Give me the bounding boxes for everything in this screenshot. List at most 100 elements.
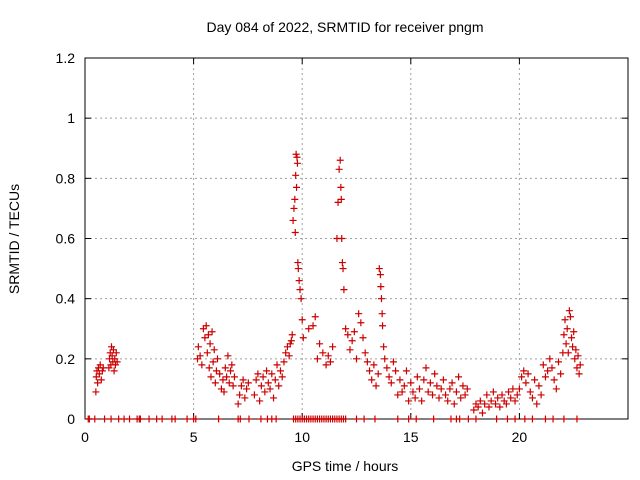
data-point xyxy=(252,376,260,384)
data-point xyxy=(411,394,419,402)
data-point xyxy=(461,391,469,399)
data-point xyxy=(205,364,213,372)
data-point xyxy=(537,391,545,399)
data-point xyxy=(413,373,421,381)
data-point xyxy=(376,271,384,279)
data-point xyxy=(209,358,217,366)
data-point xyxy=(470,406,478,414)
data-point xyxy=(296,286,304,294)
data-point xyxy=(481,400,489,408)
data-point xyxy=(350,328,358,336)
data-point xyxy=(294,259,302,267)
data-point xyxy=(368,376,376,384)
data-point xyxy=(568,334,576,342)
data-point xyxy=(550,376,558,384)
data-point xyxy=(394,391,402,399)
data-point xyxy=(511,415,519,423)
data-point xyxy=(212,367,220,375)
data-point xyxy=(257,415,265,423)
data-point xyxy=(361,349,369,357)
data-point xyxy=(492,400,500,408)
data-point xyxy=(216,370,224,378)
data-point xyxy=(528,415,536,423)
data-point xyxy=(353,355,360,363)
data-point xyxy=(203,349,211,357)
data-point xyxy=(299,334,307,342)
y-tick-label: 0.6 xyxy=(56,231,76,247)
data-point xyxy=(544,367,552,375)
data-point xyxy=(442,391,450,399)
data-point xyxy=(294,265,302,273)
data-point xyxy=(346,346,354,354)
data-point xyxy=(535,382,543,390)
data-point xyxy=(322,361,330,369)
data-point xyxy=(340,286,348,294)
data-point xyxy=(569,343,577,351)
data-point xyxy=(287,337,295,345)
data-point xyxy=(136,415,144,423)
data-point xyxy=(254,370,262,378)
data-point xyxy=(221,364,229,372)
data-point xyxy=(549,415,557,423)
data-point xyxy=(241,394,249,402)
data-point xyxy=(276,367,284,375)
data-point xyxy=(487,397,495,405)
data-point xyxy=(379,322,387,330)
data-point xyxy=(418,397,426,405)
data-point xyxy=(496,403,504,411)
data-point xyxy=(422,364,430,372)
data-point xyxy=(220,388,228,396)
data-point xyxy=(305,325,313,333)
data-point xyxy=(261,388,269,396)
data-point xyxy=(293,183,301,191)
data-point xyxy=(526,388,534,396)
data-point xyxy=(297,295,305,303)
data-point xyxy=(541,373,549,381)
y-axis-label: SRMTID / TECUs xyxy=(6,184,22,294)
data-point xyxy=(571,355,579,363)
data-point xyxy=(290,204,298,212)
data-point xyxy=(439,376,447,384)
data-point xyxy=(326,358,334,366)
data-point xyxy=(348,337,356,345)
data-point xyxy=(563,325,571,333)
data-point xyxy=(573,364,581,372)
data-point xyxy=(560,415,568,423)
data-point xyxy=(342,325,350,333)
data-point xyxy=(210,346,218,354)
data-point xyxy=(192,415,200,423)
data-point xyxy=(562,340,570,348)
data-point xyxy=(489,388,497,396)
data-point xyxy=(91,415,99,423)
data-point xyxy=(357,319,365,327)
data-point xyxy=(339,265,347,273)
data-point xyxy=(370,361,378,369)
data-point xyxy=(570,328,578,336)
data-point xyxy=(518,373,526,381)
data-point xyxy=(198,361,206,369)
data-point xyxy=(201,334,209,342)
data-point xyxy=(375,265,383,273)
data-point xyxy=(213,355,221,363)
data-point xyxy=(502,400,510,408)
data-point xyxy=(263,367,271,375)
data-point xyxy=(211,379,219,387)
data-point xyxy=(405,415,413,423)
data-point xyxy=(285,352,293,360)
data-point xyxy=(224,352,232,360)
data-point xyxy=(360,415,368,423)
data-point xyxy=(264,379,272,387)
x-axis-label: GPS time / hours xyxy=(292,458,399,474)
data-point xyxy=(385,373,393,381)
data-point xyxy=(158,415,166,423)
data-point xyxy=(396,376,404,384)
data-point xyxy=(298,316,306,324)
data-point xyxy=(511,397,519,405)
data-point xyxy=(293,159,301,167)
x-tick-label: 5 xyxy=(190,429,198,445)
data-point xyxy=(554,358,562,366)
data-point xyxy=(250,391,258,399)
data-point xyxy=(435,394,443,402)
data-point xyxy=(429,391,437,399)
